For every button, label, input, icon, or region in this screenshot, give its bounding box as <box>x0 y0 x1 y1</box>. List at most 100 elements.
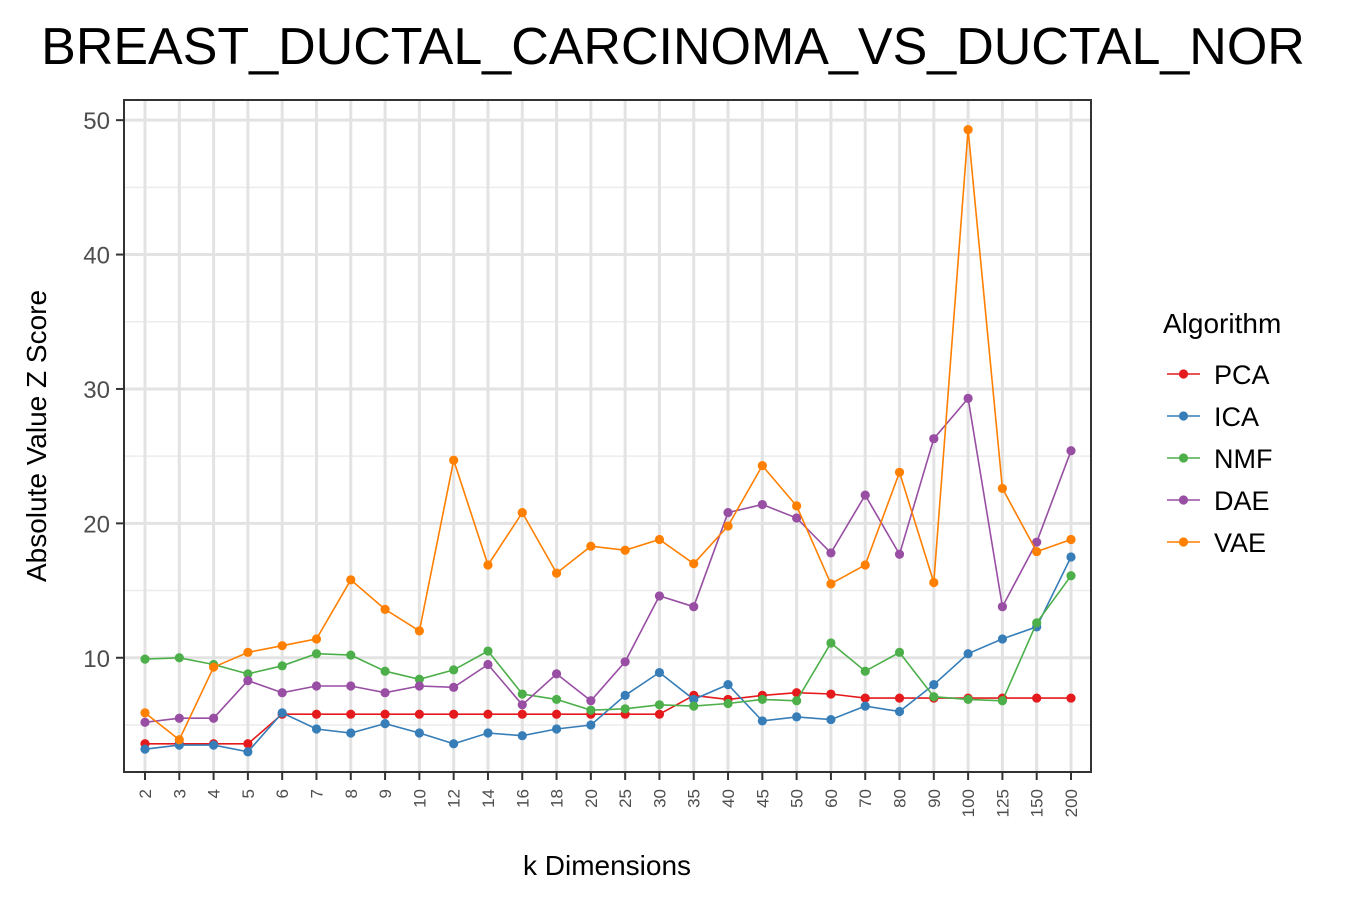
data-point-pca <box>551 709 562 719</box>
data-point-nmf <box>963 694 973 705</box>
data-point-ica <box>517 731 527 741</box>
data-point-dae <box>517 700 527 710</box>
x-tick-label: 80 <box>891 789 910 808</box>
data-point-pca <box>894 693 905 703</box>
data-point-ica <box>654 667 665 678</box>
data-point-nmf <box>792 696 802 706</box>
x-tick-label: 70 <box>856 789 875 808</box>
data-point-vae <box>826 579 836 589</box>
data-point-nmf <box>483 646 493 656</box>
data-point-vae <box>963 124 973 135</box>
data-point-pca <box>860 693 870 703</box>
data-point-dae <box>277 688 287 698</box>
x-tick-label: 20 <box>582 789 601 808</box>
data-point-ica <box>449 739 459 749</box>
data-point-vae <box>654 534 665 545</box>
x-tick-label: 5 <box>239 789 258 798</box>
data-point-dae <box>449 682 459 692</box>
data-point-dae <box>174 713 184 723</box>
data-point-vae <box>517 508 527 518</box>
data-point-nmf <box>826 638 836 648</box>
data-point-nmf <box>723 698 733 709</box>
x-tick-label: 90 <box>925 789 944 808</box>
data-point-vae <box>277 641 287 651</box>
data-point-pca <box>243 739 253 749</box>
data-point-dae <box>723 508 733 518</box>
x-tick-label: 25 <box>616 789 635 808</box>
data-point-vae <box>243 647 253 657</box>
data-point-ica <box>723 680 733 690</box>
plot-panel-background <box>124 100 1091 772</box>
x-tick-label: 3 <box>170 789 189 798</box>
data-point-dae <box>551 669 562 679</box>
data-point-ica <box>894 706 905 717</box>
x-tick-label: 150 <box>1028 789 1047 817</box>
data-point-pca <box>654 709 665 719</box>
data-point-dae <box>483 659 493 670</box>
data-point-nmf <box>860 666 870 676</box>
x-tick-label: 6 <box>273 789 292 798</box>
grid-lines <box>124 100 1091 772</box>
data-point-dae <box>757 499 767 510</box>
data-point-pca <box>826 689 836 699</box>
data-point-pca <box>311 709 322 719</box>
data-point-vae <box>1032 546 1042 557</box>
data-point-ica <box>414 728 424 738</box>
data-point-dae <box>586 696 596 706</box>
data-point-pca <box>517 709 527 719</box>
data-point-ica <box>140 744 150 754</box>
data-point-nmf <box>277 661 287 671</box>
data-point-ica <box>620 690 630 700</box>
data-point-ica <box>860 701 870 711</box>
data-point-dae <box>963 393 973 403</box>
data-point-vae <box>140 708 150 718</box>
x-tick-label: 100 <box>959 789 978 817</box>
data-point-nmf <box>551 694 562 705</box>
data-point-ica <box>311 724 322 734</box>
data-point-vae <box>620 545 630 555</box>
data-point-ica <box>483 728 493 738</box>
data-point-ica <box>380 719 390 729</box>
legend-label-vae: VAE <box>1214 528 1266 558</box>
data-point-pca <box>346 709 356 719</box>
x-tick-label: 125 <box>993 789 1012 817</box>
legend-key-point-nmf <box>1178 453 1189 463</box>
plot-panel-border <box>123 99 1092 773</box>
legend-label-pca: PCA <box>1214 360 1270 390</box>
data-point-nmf <box>449 665 459 675</box>
data-point-pca <box>1066 693 1076 703</box>
data-point-vae <box>311 634 322 644</box>
data-point-dae <box>689 602 699 612</box>
data-point-ica <box>757 716 767 726</box>
data-point-vae <box>997 483 1008 494</box>
data-point-dae <box>243 676 253 686</box>
chart-title: BREAST_DUCTAL_CARCINOMA_VS_DUCTAL_NOR <box>41 18 1305 76</box>
series-line-nmf <box>144 575 1072 712</box>
data-point-ica <box>826 714 836 725</box>
data-point-pca <box>449 709 459 719</box>
data-point-nmf <box>346 650 356 660</box>
x-axis-title: k Dimensions <box>523 850 691 881</box>
data-point-pca <box>1032 693 1042 703</box>
data-point-ica <box>243 747 253 757</box>
data-point-dae <box>654 591 665 601</box>
legend-label-dae: DAE <box>1214 486 1270 516</box>
x-tick-label: 40 <box>719 789 738 808</box>
x-tick-label: 35 <box>685 789 704 808</box>
y-axis-title: Absolute Value Z Score <box>21 290 52 582</box>
data-point-nmf <box>894 647 905 657</box>
data-point-ica <box>929 680 939 690</box>
series-lines <box>140 124 1076 757</box>
data-point-pca <box>414 709 424 719</box>
data-point-pca <box>792 688 802 698</box>
data-point-nmf <box>174 653 184 663</box>
data-point-nmf <box>620 704 630 714</box>
x-tick-label: 16 <box>513 789 532 808</box>
x-tick-label: 9 <box>376 789 395 798</box>
legend-key-point-pca <box>1178 369 1189 379</box>
x-tick-label: 200 <box>1062 789 1081 817</box>
data-point-dae <box>997 602 1008 612</box>
data-point-nmf <box>757 694 767 705</box>
